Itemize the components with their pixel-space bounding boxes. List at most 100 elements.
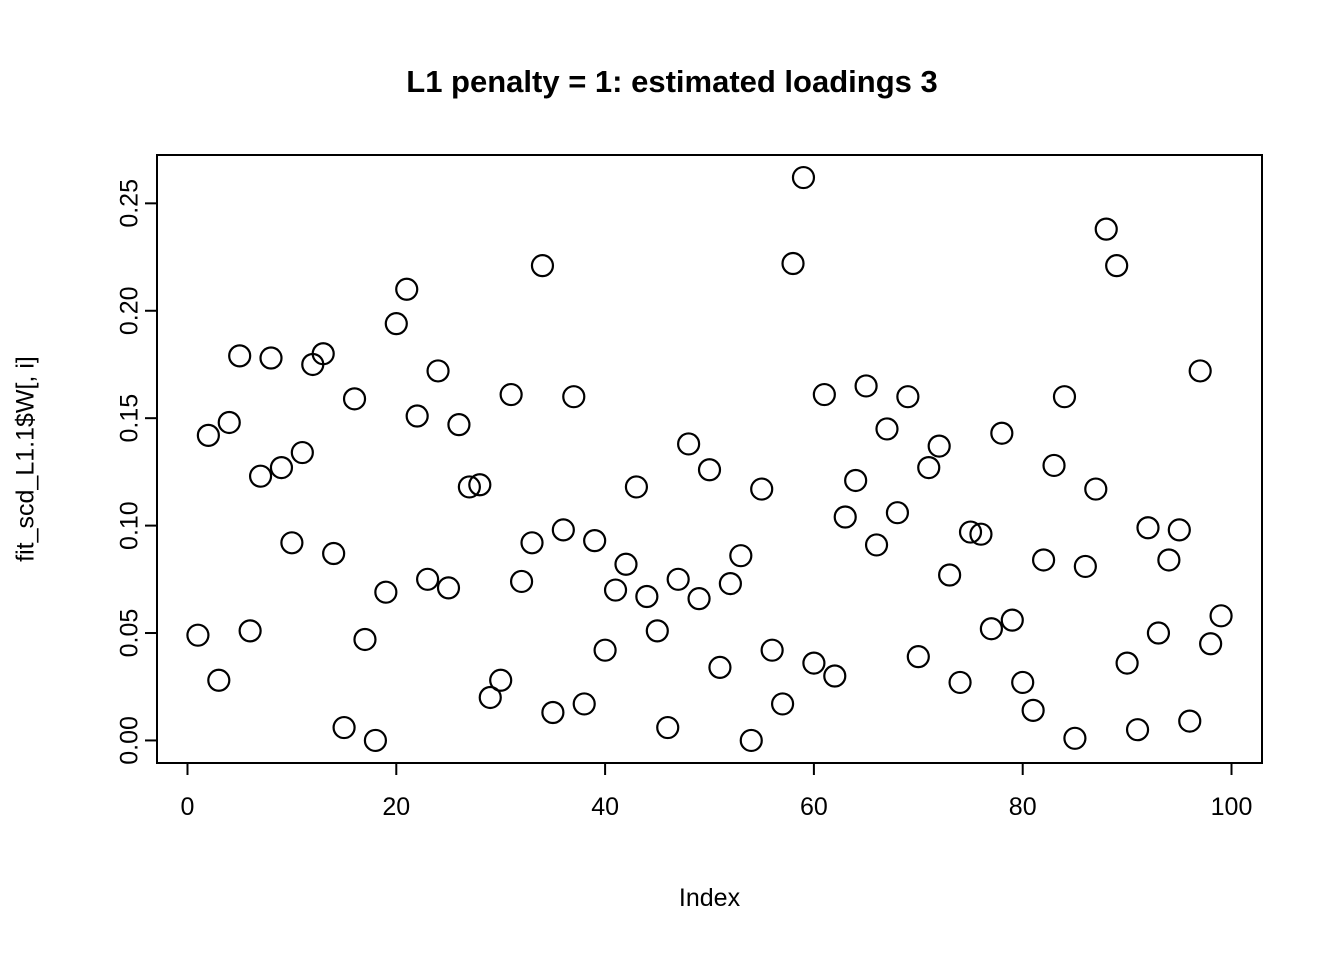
data-point [677,432,701,456]
data-point [687,587,711,611]
y-tick-label: 0.00 [116,716,144,765]
data-point [927,434,951,458]
data-point [228,344,252,368]
data-point [248,464,273,488]
data-point [635,584,659,609]
data-point [259,346,283,370]
data-point [478,685,502,710]
data-point [269,455,294,480]
data-point [363,728,388,753]
data-point [468,473,492,497]
data-point [666,567,690,591]
data-point [499,382,523,407]
y-tick-label: 0.10 [116,501,144,550]
data-point [990,421,1014,445]
data-point [802,651,826,675]
data-point [551,518,575,542]
data-point [624,475,649,499]
y-tick-label: 0.15 [116,394,144,443]
data-point [541,700,565,725]
data-point [1094,217,1118,241]
data-point [1199,632,1223,656]
data-point [1115,651,1139,675]
data-point [1209,604,1233,628]
data-point [614,552,638,576]
data-point [1011,670,1035,695]
data-point [1084,477,1108,501]
data-point [457,475,481,499]
data-point [322,541,346,566]
data-point [760,638,784,662]
data-point [1063,726,1087,750]
data-point [823,664,847,688]
data-point [583,529,607,553]
data-point [509,569,534,594]
data-point [1031,548,1056,572]
data-point [186,623,210,647]
data-point [603,578,628,602]
y-tick-label: 0.20 [116,286,144,335]
data-point [844,468,868,493]
data-point [520,531,544,555]
data-point [207,668,231,692]
x-tick-label: 0 [181,793,195,821]
y-axis-label: fit_scd_L1.1$W[, i] [11,356,40,562]
data-point [1178,709,1202,733]
data-point [395,277,419,301]
data-point [938,563,962,587]
data-point [833,505,857,529]
data-point [405,404,429,428]
data-point [718,572,742,596]
chart-title: L1 penalty = 1: estimated loadings 3 [406,64,938,99]
data-point [739,728,763,753]
data-point [697,458,722,482]
x-tick-label: 20 [382,793,410,821]
data-point [948,670,972,695]
data-point [1146,621,1171,645]
y-tick-label: 0.05 [116,609,144,658]
data-point [374,580,398,604]
data-point [854,374,878,398]
data-point [384,312,408,336]
data-point [1073,554,1097,579]
data-point [1000,608,1024,632]
data-point [290,440,314,465]
data-point [562,385,586,409]
data-point [416,567,440,591]
data-point [342,387,367,411]
data-point [572,692,596,716]
data-point [196,423,220,447]
data-point [781,251,805,276]
data-point [426,359,450,383]
data-point [708,655,732,679]
data-point [217,410,241,435]
data-point [896,385,920,409]
data-point [593,638,617,662]
x-tick-label: 60 [800,793,828,821]
data-point [1105,254,1129,278]
data-point [875,417,899,441]
y-tick-label: 0.25 [116,179,144,228]
data-point [917,455,941,480]
data-point [1052,385,1077,409]
data-point [729,544,753,568]
data-point [1021,698,1045,722]
data-point [332,715,356,740]
data-point [1136,516,1160,540]
data-point [353,627,377,652]
data-point [791,165,816,190]
plot-border [156,154,1263,764]
data-point [750,477,774,501]
data-point [238,619,262,643]
data-point [530,254,555,278]
data-point [280,531,304,555]
data-point [656,715,680,740]
data-point [1125,718,1150,742]
x-axis-label: Index [678,884,741,912]
data-point [436,576,461,600]
x-tick-label: 80 [1009,793,1037,821]
x-tick-label: 40 [591,793,619,821]
data-point [645,619,669,643]
